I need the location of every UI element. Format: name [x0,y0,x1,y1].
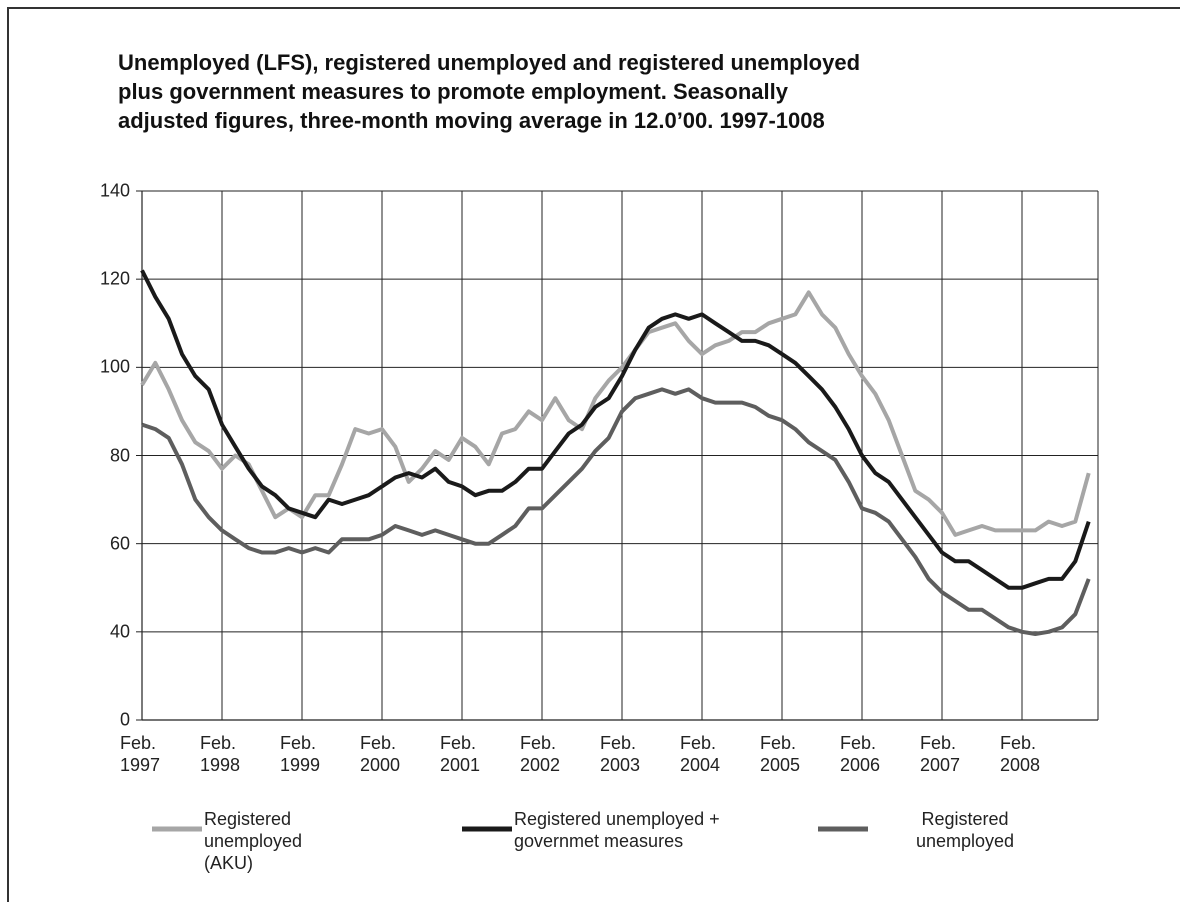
x-tick-label: Feb. 1998 [200,733,241,775]
x-tick-label: Feb. 2004 [680,733,721,775]
chart-title: Unemployed (LFS), registered unemployed … [118,50,861,133]
x-tick-label: Feb. 1999 [280,733,321,775]
y-tick-label: 60 [109,533,130,554]
y-tick-label: 100 [99,356,130,377]
legend-label: Registered unemployed (AKU) [204,809,303,873]
legend-label: Registered unemployed [915,809,1015,851]
frame [7,7,1180,902]
x-tick-label: Feb. 2003 [600,733,641,775]
x-tick-label: Feb. 2008 [1000,733,1041,775]
legend-label: Registered unemployed + governmet measur… [514,809,720,851]
y-tick-label: 140 [99,180,130,201]
data-line [140,290,1091,537]
y-tick-label: 120 [99,268,130,289]
x-tick-label: Feb. 1997 [120,733,161,775]
y-tick-label: 40 [109,621,130,642]
x-tick-label: Feb. 2007 [920,733,961,775]
x-tick-label: Feb. 2000 [360,733,401,775]
y-tick-label: 0 [119,709,130,730]
x-tick-label: Feb. 2006 [840,733,881,775]
data-line [141,387,1091,636]
x-tick-label: Feb. 2005 [760,733,801,775]
data-line [140,269,1091,590]
y-tick-label: 80 [109,445,130,465]
x-tick-label: Feb. 2002 [520,733,561,775]
x-tick-label: Feb. 2001 [440,733,481,775]
